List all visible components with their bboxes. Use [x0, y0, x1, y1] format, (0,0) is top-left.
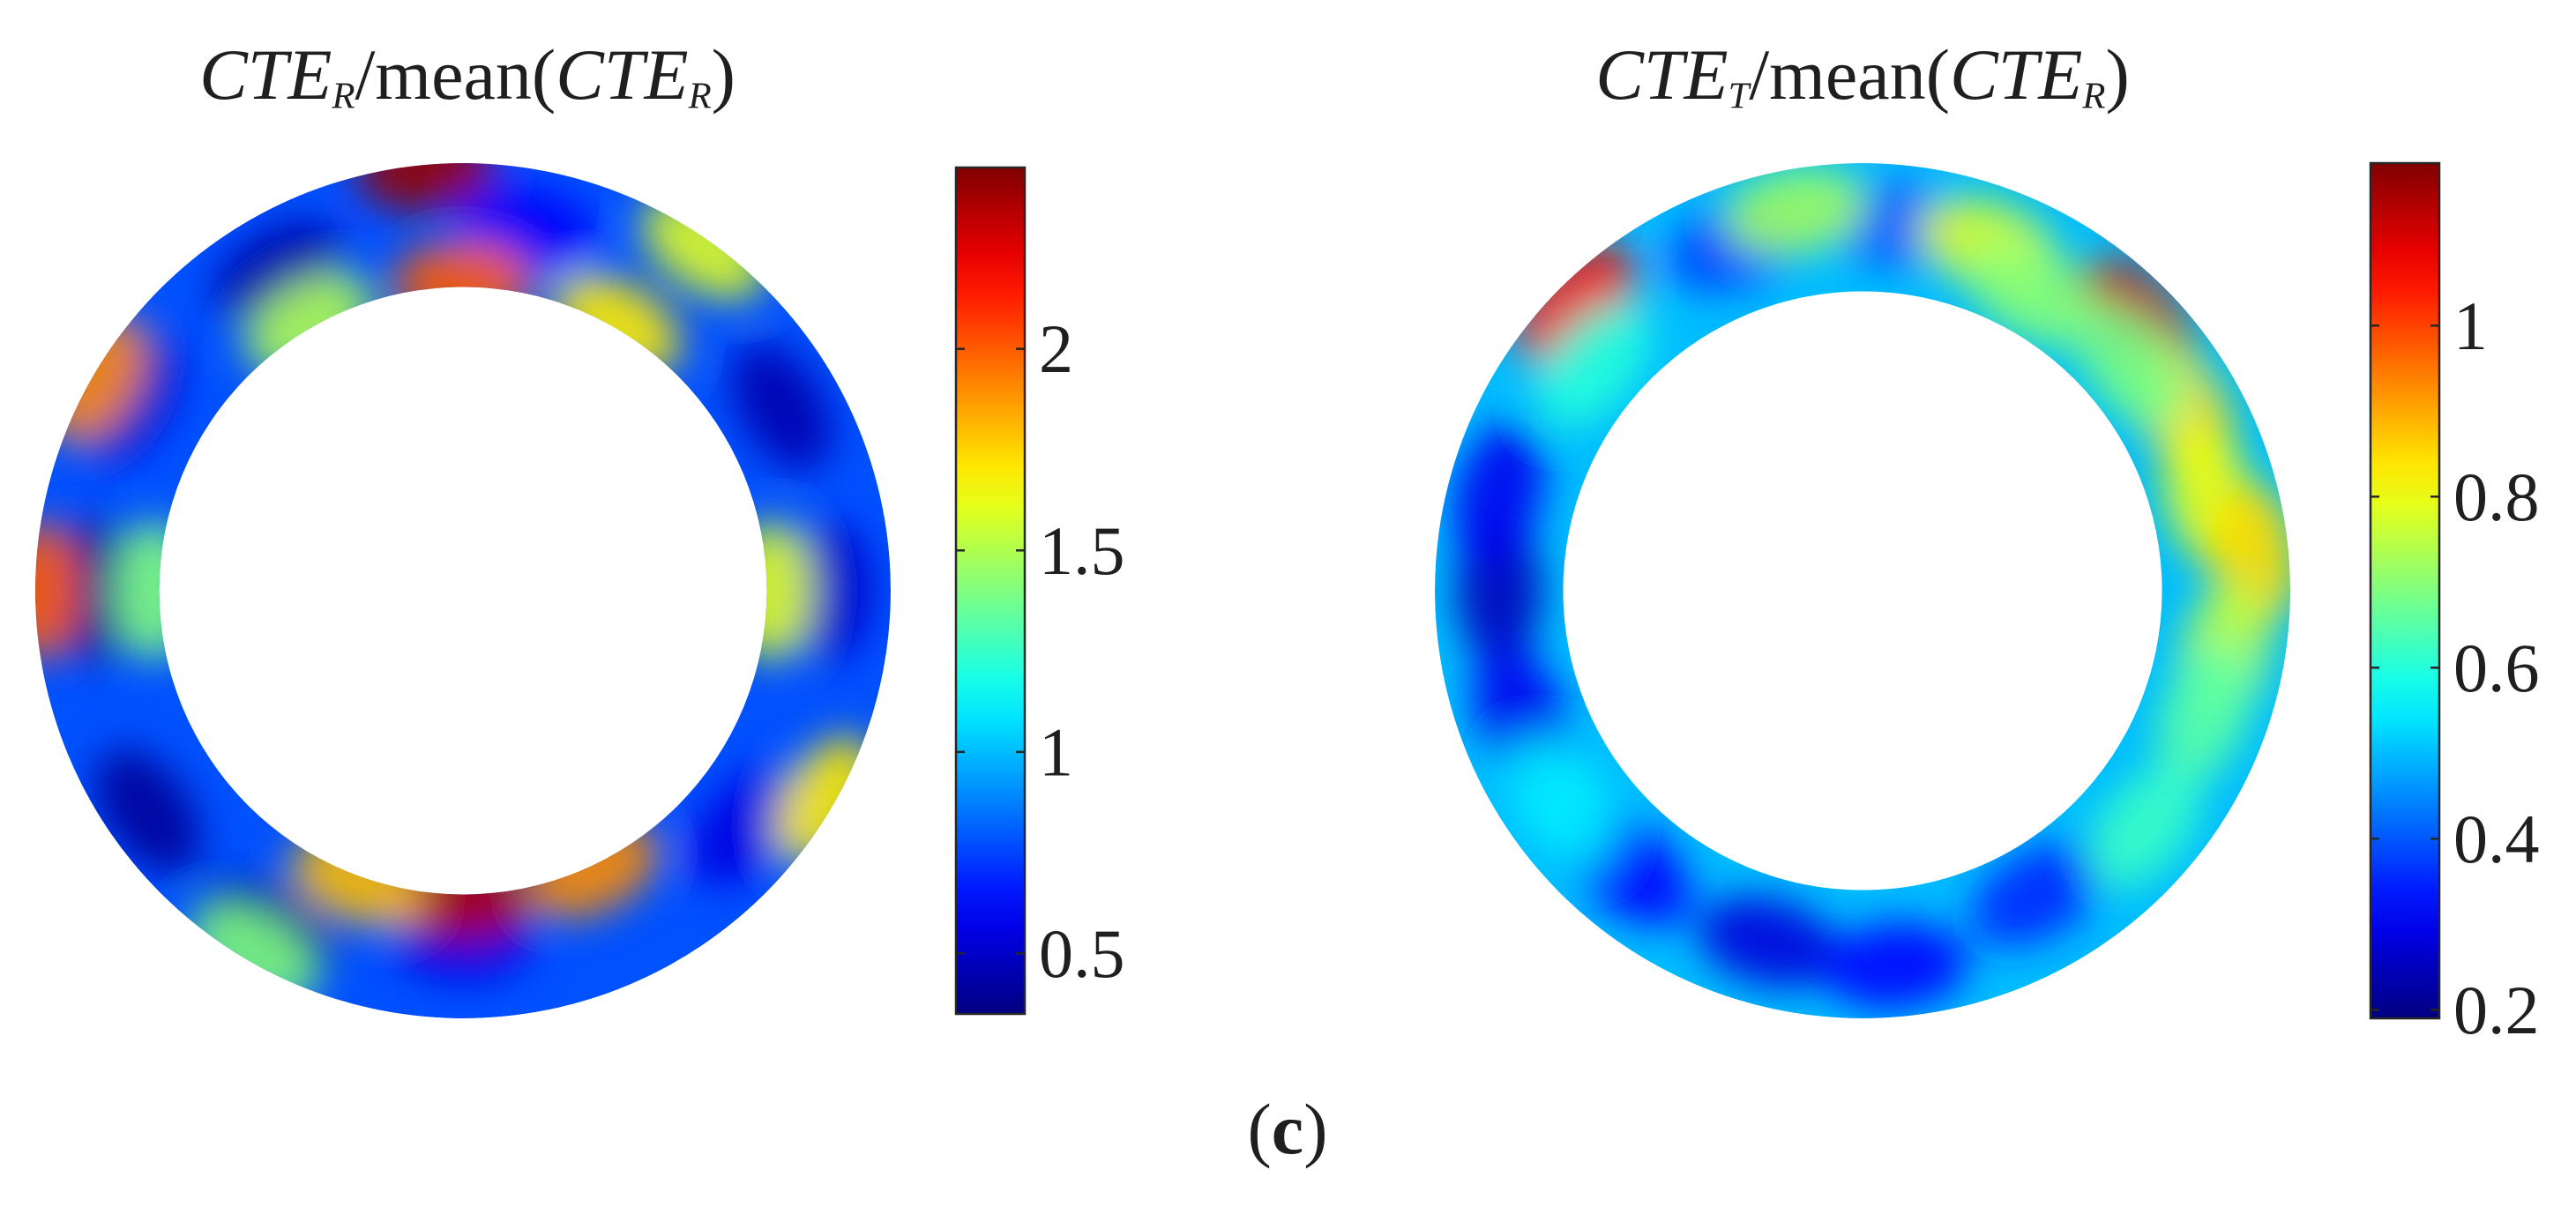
ring-value-blob [355, 163, 497, 212]
left-title-den-base: CTE [556, 34, 689, 115]
caption-open-paren: ( [1247, 1089, 1272, 1169]
caption-close-paren: ) [1303, 1089, 1328, 1169]
caption-letter: c [1271, 1089, 1304, 1169]
ring-value-blob [1967, 242, 2101, 347]
left-title-mid: /mean( [355, 34, 556, 115]
right-panel-title: CTET/mean(CTER) [1595, 39, 2130, 115]
ring-value-blob [392, 241, 534, 325]
right-title-num-sub: T [1728, 75, 1750, 117]
ring-value-blob [1452, 421, 1545, 565]
ring-value-blob [35, 520, 82, 661]
colorbar-tick-label: 1 [1039, 713, 1073, 790]
ring-value-blob [1697, 896, 1840, 988]
right-title-mid: /mean( [1749, 34, 1951, 115]
ring-value-blob [1971, 842, 2105, 947]
ring-value-blob [1506, 737, 1617, 867]
figure-caption: (c) [1247, 1093, 1327, 1166]
ring-value-blob [94, 749, 201, 875]
left-title-num-sub: R [332, 75, 355, 117]
colorbar-tick-label: 0.4 [2453, 801, 2540, 877]
right-colorbar [2369, 161, 2441, 1020]
ring-value-blob [731, 342, 833, 472]
left-title-den-sub: R [688, 75, 712, 117]
colorbar-tick-label: 0.2 [2453, 972, 2540, 1048]
colorbar-tick-label: 0.8 [2453, 458, 2540, 535]
ring-base-fill [1435, 163, 2290, 1018]
ring-value-blob [2156, 645, 2252, 786]
colorbar-tick-label: 1 [2453, 287, 2488, 364]
colorbar-tick-label: 1.5 [1039, 512, 1125, 589]
left-ring-map [35, 163, 891, 1018]
colorbar-tick-label: 0.6 [2453, 630, 2540, 706]
right-ring-map [1435, 163, 2290, 1018]
right-title-end: ) [2105, 34, 2130, 115]
ring-base-fill [35, 163, 891, 1018]
left-title-num-base: CTE [199, 34, 332, 115]
right-title-num-base: CTE [1595, 34, 1729, 115]
ring-value-blob [2073, 302, 2189, 428]
ring-value-blob [1822, 921, 1968, 1010]
left-colorbar [954, 166, 1027, 1016]
ring-value-blob [2087, 764, 2202, 890]
ring-maps-layer [35, 163, 2290, 1018]
ring-value-blob [728, 520, 813, 661]
colorbar-tick-label: 0.5 [1039, 915, 1125, 992]
ring-value-blob [788, 520, 873, 661]
left-panel-title: CTER/mean(CTER) [199, 39, 735, 115]
ring-value-blob [113, 520, 198, 661]
ring-value-blob [1536, 302, 1652, 428]
colorbars-layer: 0.5 1 1.5 2 0.2 0.4 0.6 0.8 1 [954, 161, 2540, 1048]
right-title-den-base: CTE [1950, 34, 2083, 115]
ring-value-blob [1723, 167, 1868, 257]
right-title-den-sub: R [2082, 75, 2106, 117]
colorbar-tick-label: 2 [1039, 310, 1073, 387]
left-title-end: ) [711, 34, 735, 115]
ring-value-blob [689, 766, 801, 888]
